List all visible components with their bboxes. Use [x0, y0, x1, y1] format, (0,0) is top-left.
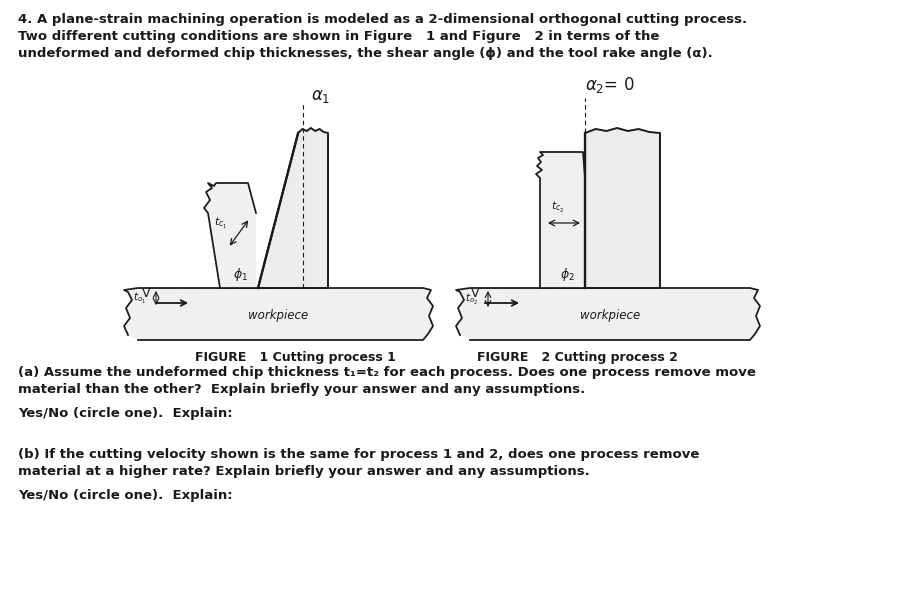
- Text: FIGURE   2 Cutting process 2: FIGURE 2 Cutting process 2: [477, 351, 678, 364]
- Text: $t_{o_2}$: $t_{o_2}$: [465, 291, 478, 306]
- Text: (b) If the cutting velocity shown is the same for process 1 and 2, does one proc: (b) If the cutting velocity shown is the…: [18, 448, 699, 461]
- Text: material at a higher rate? Explain briefly your answer and any assumptions.: material at a higher rate? Explain brief…: [18, 465, 590, 478]
- Text: workpiece: workpiece: [580, 309, 640, 323]
- Text: 4. A plane-strain machining operation is modeled as a 2-dimensional orthogonal c: 4. A plane-strain machining operation is…: [18, 13, 747, 26]
- Polygon shape: [124, 288, 433, 340]
- Text: tool: tool: [286, 201, 309, 215]
- Polygon shape: [536, 152, 585, 288]
- Text: FIGURE   1 Cutting process 1: FIGURE 1 Cutting process 1: [195, 351, 396, 364]
- Text: $\alpha_1$: $\alpha_1$: [311, 87, 331, 105]
- Polygon shape: [456, 288, 760, 340]
- Polygon shape: [585, 128, 660, 288]
- Text: Yes/No (circle one).  Explain:: Yes/No (circle one). Explain:: [18, 407, 233, 420]
- Text: V: V: [141, 287, 150, 300]
- Polygon shape: [204, 183, 256, 288]
- Text: tool: tool: [615, 197, 638, 209]
- Text: $\phi_2$: $\phi_2$: [559, 266, 574, 283]
- Text: (a) Assume the undeformed chip thickness t₁=t₂ for each process. Does one proces: (a) Assume the undeformed chip thickness…: [18, 366, 756, 379]
- Text: V: V: [470, 287, 479, 300]
- Text: undeformed and deformed chip thicknesses, the shear angle (ϕ) and the tool rake : undeformed and deformed chip thicknesses…: [18, 47, 713, 60]
- Text: Yes/No (circle one).  Explain:: Yes/No (circle one). Explain:: [18, 489, 233, 502]
- Text: $t_{c_2}$: $t_{c_2}$: [551, 200, 565, 215]
- Text: $\alpha_2$= 0: $\alpha_2$= 0: [585, 75, 635, 95]
- Text: material than the other?  Explain briefly your answer and any assumptions.: material than the other? Explain briefly…: [18, 383, 585, 396]
- Text: $\phi_1$: $\phi_1$: [233, 266, 247, 283]
- Polygon shape: [258, 128, 328, 288]
- Text: $t_{c_1}$: $t_{c_1}$: [215, 215, 228, 230]
- Text: $t_{o_1}$: $t_{o_1}$: [133, 291, 146, 306]
- Text: workpiece: workpiece: [248, 309, 308, 323]
- Text: Two different cutting conditions are shown in Figure   1 and Figure   2 in terms: Two different cutting conditions are sho…: [18, 30, 659, 43]
